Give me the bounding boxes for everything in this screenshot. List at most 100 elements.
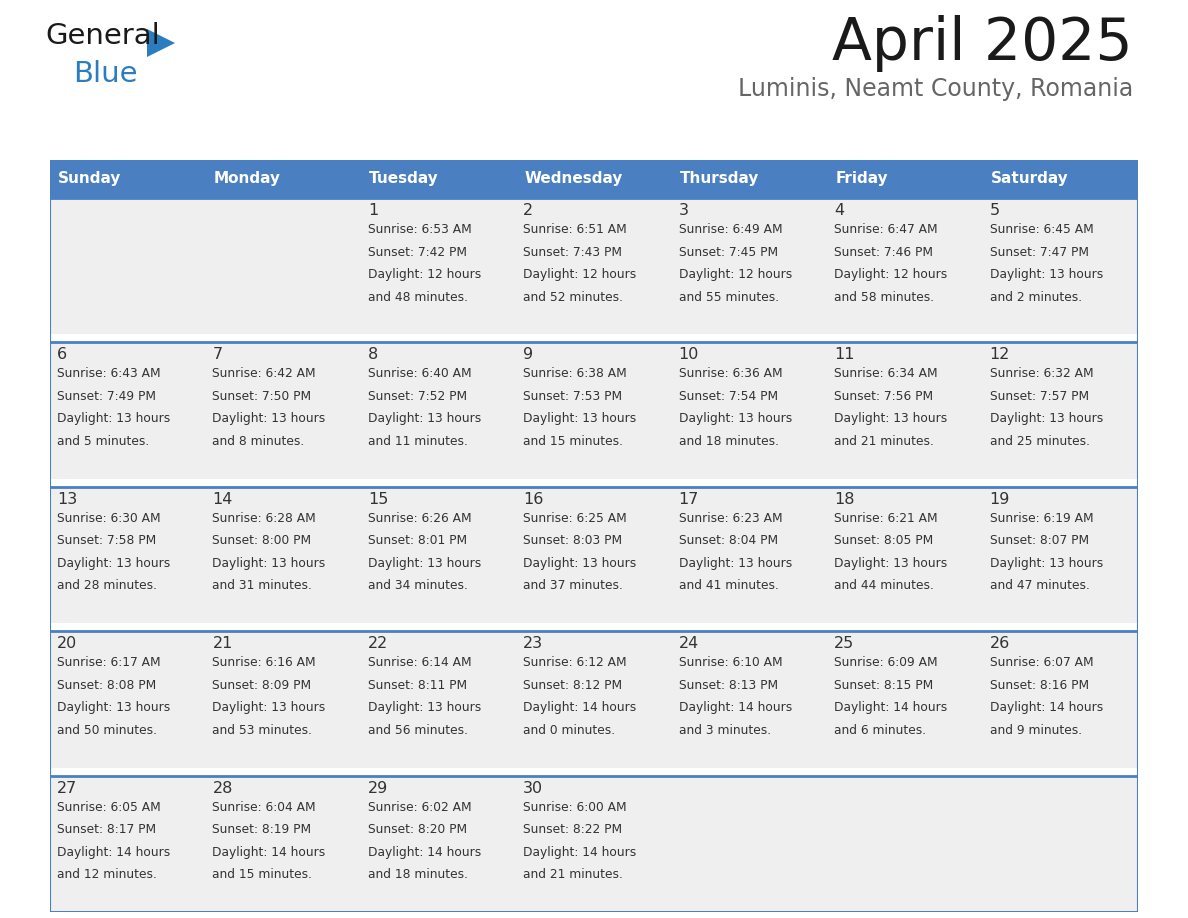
FancyBboxPatch shape xyxy=(206,198,361,334)
Text: 30: 30 xyxy=(523,780,543,796)
Text: Sunset: 8:04 PM: Sunset: 8:04 PM xyxy=(678,534,778,547)
Text: Sunset: 8:01 PM: Sunset: 8:01 PM xyxy=(368,534,467,547)
Text: Daylight: 12 hours: Daylight: 12 hours xyxy=(834,268,947,281)
FancyBboxPatch shape xyxy=(982,487,1138,623)
Text: 21: 21 xyxy=(213,636,233,651)
Text: Sunrise: 6:28 AM: Sunrise: 6:28 AM xyxy=(213,512,316,525)
Text: 4: 4 xyxy=(834,203,845,218)
Text: Luminis, Neamt County, Romania: Luminis, Neamt County, Romania xyxy=(738,77,1133,101)
Text: and 37 minutes.: and 37 minutes. xyxy=(523,579,624,592)
Text: Sunset: 7:42 PM: Sunset: 7:42 PM xyxy=(368,245,467,259)
Text: Sunset: 7:47 PM: Sunset: 7:47 PM xyxy=(990,245,1088,259)
Text: Daylight: 12 hours: Daylight: 12 hours xyxy=(678,268,792,281)
Text: Daylight: 14 hours: Daylight: 14 hours xyxy=(523,845,637,858)
Text: Sunrise: 6:42 AM: Sunrise: 6:42 AM xyxy=(213,367,316,380)
FancyBboxPatch shape xyxy=(50,776,206,912)
FancyBboxPatch shape xyxy=(517,198,671,334)
Text: and 50 minutes.: and 50 minutes. xyxy=(57,723,157,737)
Text: Sunrise: 6:45 AM: Sunrise: 6:45 AM xyxy=(990,223,1093,236)
Text: and 15 minutes.: and 15 minutes. xyxy=(213,868,312,881)
Text: Sunrise: 6:14 AM: Sunrise: 6:14 AM xyxy=(368,656,472,669)
Text: Sunrise: 6:04 AM: Sunrise: 6:04 AM xyxy=(213,800,316,813)
Text: Sunrise: 6:53 AM: Sunrise: 6:53 AM xyxy=(368,223,472,236)
Text: Daylight: 13 hours: Daylight: 13 hours xyxy=(213,412,326,425)
Text: and 8 minutes.: and 8 minutes. xyxy=(213,435,304,448)
FancyBboxPatch shape xyxy=(827,342,982,479)
Text: Sunset: 7:49 PM: Sunset: 7:49 PM xyxy=(57,390,156,403)
FancyBboxPatch shape xyxy=(671,342,827,479)
Text: Sunset: 7:50 PM: Sunset: 7:50 PM xyxy=(213,390,311,403)
Text: Sunrise: 6:32 AM: Sunrise: 6:32 AM xyxy=(990,367,1093,380)
Text: Sunrise: 6:02 AM: Sunrise: 6:02 AM xyxy=(368,800,472,813)
Text: and 21 minutes.: and 21 minutes. xyxy=(834,435,934,448)
Text: and 52 minutes.: and 52 minutes. xyxy=(523,290,624,304)
Text: Sunrise: 6:25 AM: Sunrise: 6:25 AM xyxy=(523,512,627,525)
Text: Sunrise: 6:38 AM: Sunrise: 6:38 AM xyxy=(523,367,627,380)
FancyBboxPatch shape xyxy=(671,198,827,334)
Text: Sunset: 8:12 PM: Sunset: 8:12 PM xyxy=(523,678,623,691)
Text: 17: 17 xyxy=(678,492,699,507)
FancyBboxPatch shape xyxy=(517,342,671,479)
Text: Sunset: 8:03 PM: Sunset: 8:03 PM xyxy=(523,534,623,547)
Text: Sunset: 8:22 PM: Sunset: 8:22 PM xyxy=(523,823,623,836)
FancyBboxPatch shape xyxy=(827,198,982,334)
Text: Sunrise: 6:05 AM: Sunrise: 6:05 AM xyxy=(57,800,160,813)
Text: Sunrise: 6:43 AM: Sunrise: 6:43 AM xyxy=(57,367,160,380)
Text: 9: 9 xyxy=(523,347,533,363)
Text: Daylight: 12 hours: Daylight: 12 hours xyxy=(523,268,637,281)
Text: Monday: Monday xyxy=(214,172,280,186)
Text: Sunrise: 6:30 AM: Sunrise: 6:30 AM xyxy=(57,512,160,525)
Text: and 41 minutes.: and 41 minutes. xyxy=(678,579,778,592)
Text: and 53 minutes.: and 53 minutes. xyxy=(213,723,312,737)
Text: Daylight: 13 hours: Daylight: 13 hours xyxy=(368,412,481,425)
Text: 18: 18 xyxy=(834,492,854,507)
FancyBboxPatch shape xyxy=(671,487,827,623)
Text: Daylight: 13 hours: Daylight: 13 hours xyxy=(368,557,481,570)
Text: and 6 minutes.: and 6 minutes. xyxy=(834,723,927,737)
Text: and 12 minutes.: and 12 minutes. xyxy=(57,868,157,881)
Text: Sunrise: 6:09 AM: Sunrise: 6:09 AM xyxy=(834,656,937,669)
Polygon shape xyxy=(147,29,175,57)
Text: 13: 13 xyxy=(57,492,77,507)
Text: Sunrise: 6:16 AM: Sunrise: 6:16 AM xyxy=(213,656,316,669)
Text: and 2 minutes.: and 2 minutes. xyxy=(990,290,1082,304)
Text: Daylight: 13 hours: Daylight: 13 hours xyxy=(834,557,947,570)
Text: and 31 minutes.: and 31 minutes. xyxy=(213,579,312,592)
Text: Saturday: Saturday xyxy=(991,172,1068,186)
Text: 19: 19 xyxy=(990,492,1010,507)
Text: 15: 15 xyxy=(368,492,388,507)
Text: 23: 23 xyxy=(523,636,543,651)
Text: Sunrise: 6:10 AM: Sunrise: 6:10 AM xyxy=(678,656,783,669)
Text: Sunrise: 6:36 AM: Sunrise: 6:36 AM xyxy=(678,367,783,380)
Text: and 0 minutes.: and 0 minutes. xyxy=(523,723,615,737)
Text: Sunrise: 6:07 AM: Sunrise: 6:07 AM xyxy=(990,656,1093,669)
Text: Friday: Friday xyxy=(835,172,887,186)
Text: 12: 12 xyxy=(990,347,1010,363)
Text: Sunset: 7:43 PM: Sunset: 7:43 PM xyxy=(523,245,623,259)
FancyBboxPatch shape xyxy=(517,776,671,912)
Text: and 28 minutes.: and 28 minutes. xyxy=(57,579,157,592)
Text: 28: 28 xyxy=(213,780,233,796)
Text: and 25 minutes.: and 25 minutes. xyxy=(990,435,1089,448)
Text: Sunset: 8:09 PM: Sunset: 8:09 PM xyxy=(213,678,311,691)
Text: Sunset: 7:46 PM: Sunset: 7:46 PM xyxy=(834,245,933,259)
Text: 2: 2 xyxy=(523,203,533,218)
Text: Sunrise: 6:23 AM: Sunrise: 6:23 AM xyxy=(678,512,783,525)
Text: 20: 20 xyxy=(57,636,77,651)
Text: 6: 6 xyxy=(57,347,68,363)
Text: Daylight: 13 hours: Daylight: 13 hours xyxy=(57,412,170,425)
Text: and 56 minutes.: and 56 minutes. xyxy=(368,723,468,737)
Text: Sunset: 8:00 PM: Sunset: 8:00 PM xyxy=(213,534,311,547)
Text: Sunset: 8:08 PM: Sunset: 8:08 PM xyxy=(57,678,157,691)
Text: and 9 minutes.: and 9 minutes. xyxy=(990,723,1082,737)
FancyBboxPatch shape xyxy=(517,632,671,767)
FancyBboxPatch shape xyxy=(206,342,361,479)
FancyBboxPatch shape xyxy=(827,487,982,623)
Text: and 47 minutes.: and 47 minutes. xyxy=(990,579,1089,592)
Text: 5: 5 xyxy=(990,203,999,218)
Text: Daylight: 14 hours: Daylight: 14 hours xyxy=(990,701,1102,714)
Text: Sunset: 8:19 PM: Sunset: 8:19 PM xyxy=(213,823,311,836)
Text: Daylight: 13 hours: Daylight: 13 hours xyxy=(213,557,326,570)
FancyBboxPatch shape xyxy=(361,342,517,479)
Text: Daylight: 14 hours: Daylight: 14 hours xyxy=(678,701,792,714)
